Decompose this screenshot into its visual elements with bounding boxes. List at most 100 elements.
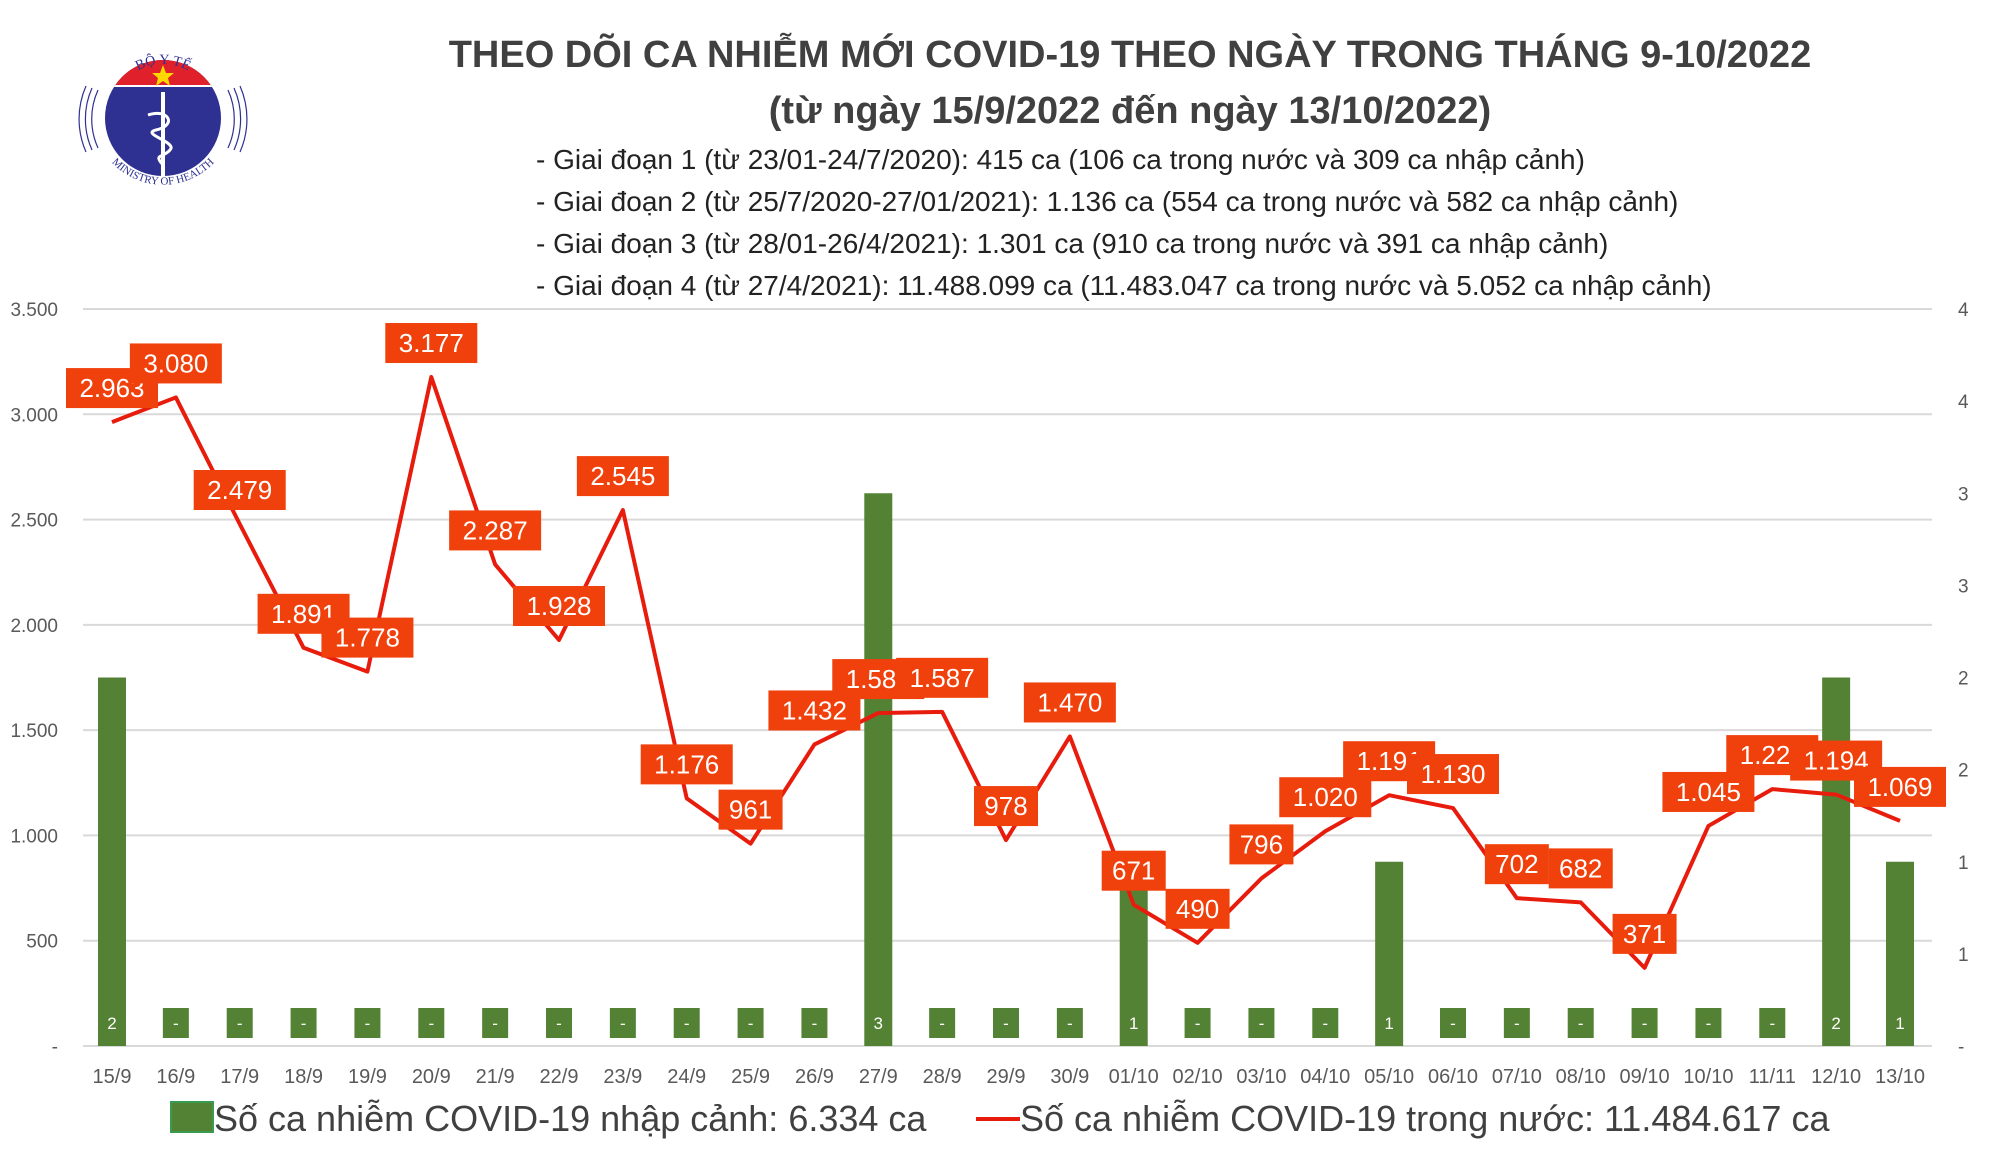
category-label: 13/10 — [1875, 1066, 1925, 1088]
line-data-label: 2.545 — [590, 461, 655, 491]
line-data-label-box — [576, 456, 669, 497]
category-label: 01/10 — [1109, 1066, 1159, 1088]
left-axis-tick: 3.500 — [10, 300, 58, 321]
line-data-label-box — [1229, 824, 1294, 865]
bar-data-label: 1 — [1129, 1014, 1138, 1033]
right-axis-tick: 4 — [1958, 300, 1969, 321]
bar-data-label: - — [1195, 1014, 1201, 1033]
left-axis-tick: 3.000 — [10, 405, 58, 426]
left-axis-tick: 2.000 — [10, 616, 58, 637]
left-axis-tick: - — [52, 1037, 58, 1058]
category-label: 23/9 — [603, 1066, 642, 1088]
bar-data-label-box — [290, 1008, 317, 1038]
category-label: 24/9 — [667, 1066, 706, 1088]
bar-data-label: - — [1514, 1014, 1520, 1033]
line-data-label: 682 — [1559, 853, 1602, 883]
line-data-label: 1.432 — [782, 695, 847, 725]
category-label: 15/9 — [93, 1066, 132, 1088]
line-data-label-box — [1854, 766, 1946, 807]
bar-data-label: 1 — [1384, 1014, 1393, 1033]
line-data-label: 1.587 — [910, 663, 975, 693]
line-data-label: 1.470 — [1037, 687, 1102, 717]
category-label: 22/9 — [540, 1066, 579, 1088]
bar-data-label: - — [620, 1014, 626, 1033]
bar-data-label-box — [418, 1008, 445, 1038]
legend-domestic: Số ca nhiễm COVID-19 trong nước: 11.484.… — [976, 1098, 1829, 1140]
bar-data-label: - — [1067, 1014, 1073, 1033]
bar-data-label-box — [1376, 1008, 1403, 1038]
left-axis-tick: 2.500 — [10, 511, 58, 532]
bar-data-label: - — [556, 1014, 562, 1033]
line-data-label-box — [1101, 850, 1166, 891]
line-data-label: 796 — [1240, 829, 1283, 859]
phase-2-note: - Giai đoạn 2 (từ 25/7/2020-27/01/2021):… — [536, 186, 1679, 217]
bar-data-label: - — [748, 1014, 754, 1033]
bar-data-label: 3 — [874, 1014, 883, 1033]
category-label: 09/10 — [1620, 1066, 1670, 1088]
left-axis-tick: 1.000 — [10, 826, 58, 847]
bar-data-label: - — [1642, 1014, 1648, 1033]
legend-label-domestic: Số ca nhiễm COVID-19 trong nước: 11.484.… — [1020, 1098, 1830, 1139]
line-data-label-box — [1023, 682, 1116, 723]
category-label: 02/10 — [1173, 1066, 1223, 1088]
bar-data-label-box — [1567, 1008, 1594, 1038]
bar-data-label: - — [1450, 1014, 1456, 1033]
category-label: 16/9 — [156, 1066, 195, 1088]
bar-data-label: - — [1259, 1014, 1265, 1033]
category-label: 29/9 — [987, 1066, 1026, 1088]
line-data-label: 3.177 — [399, 328, 464, 358]
line-data-label: 702 — [1495, 849, 1538, 879]
line-data-label: 1.045 — [1676, 777, 1741, 807]
line-data-label-box — [1407, 754, 1499, 795]
category-label: 30/9 — [1050, 1066, 1089, 1088]
bar-data-label: - — [365, 1014, 371, 1033]
bar-data-label-box — [99, 1008, 125, 1038]
right-axis-tick: 1 — [1958, 853, 1969, 874]
category-label: 26/9 — [795, 1066, 834, 1088]
bar-data-label: - — [1769, 1014, 1775, 1033]
svg-text:BỘ Y TẾ: BỘ Y TẾ — [133, 51, 193, 74]
category-label: 28/9 — [923, 1066, 962, 1088]
legend-label-imported: Số ca nhiễm COVID-19 nhập cảnh: 6.334 ca — [214, 1098, 927, 1139]
line-data-label-box — [974, 786, 1038, 827]
category-label: 10/10 — [1683, 1066, 1733, 1088]
line-data-label-box — [1548, 848, 1613, 889]
category-label: 05/10 — [1364, 1066, 1414, 1088]
bar-data-label: - — [492, 1014, 498, 1033]
bar-data-label-box — [546, 1008, 572, 1038]
bar-data-label-box — [993, 1008, 1019, 1038]
bar-data-label-box — [801, 1008, 828, 1038]
bar-data-label: - — [939, 1014, 945, 1033]
line-data-label-box — [1662, 771, 1755, 812]
line-data-label-box — [129, 343, 222, 384]
bar-data-label: 1 — [1895, 1014, 1904, 1033]
category-label: 08/10 — [1556, 1066, 1606, 1088]
line-data-label-box — [640, 744, 733, 785]
line-data-label-box — [1612, 913, 1677, 954]
left-axis-tick: 1.500 — [10, 721, 58, 742]
line-data-label-box — [449, 510, 542, 551]
bar-data-label: - — [428, 1014, 434, 1033]
bar-data-label-box — [1631, 1008, 1658, 1038]
category-label: 12/10 — [1811, 1066, 1861, 1088]
right-axis-tick: 2 — [1958, 761, 1969, 782]
bar-data-label: 2 — [1831, 1014, 1840, 1033]
line-data-label-box — [1279, 777, 1372, 818]
legend-imported: Số ca nhiễm COVID-19 nhập cảnh: 6.334 ca — [170, 1098, 926, 1140]
bar-data-label-box — [1759, 1008, 1786, 1038]
bar-data-label-box — [737, 1008, 764, 1038]
line-data-label: 1.020 — [1293, 782, 1358, 812]
line-data-label: 961 — [729, 795, 772, 825]
line-data-label: 671 — [1112, 856, 1155, 886]
bar-data-label: - — [237, 1014, 243, 1033]
line-data-label-box — [896, 657, 989, 698]
legend-swatch-line — [976, 1117, 1020, 1121]
chart-title: THEO DÕI CA NHIỄM MỚI COVID-19 THEO NGÀY… — [448, 34, 1812, 76]
line-data-label-box — [1484, 844, 1549, 885]
line-data-label: 1.928 — [526, 591, 591, 621]
bar-data-label-box — [929, 1008, 956, 1038]
bar-data-label-box — [865, 1008, 892, 1038]
bar-data-label-box — [162, 1008, 189, 1038]
bar — [864, 493, 893, 1046]
